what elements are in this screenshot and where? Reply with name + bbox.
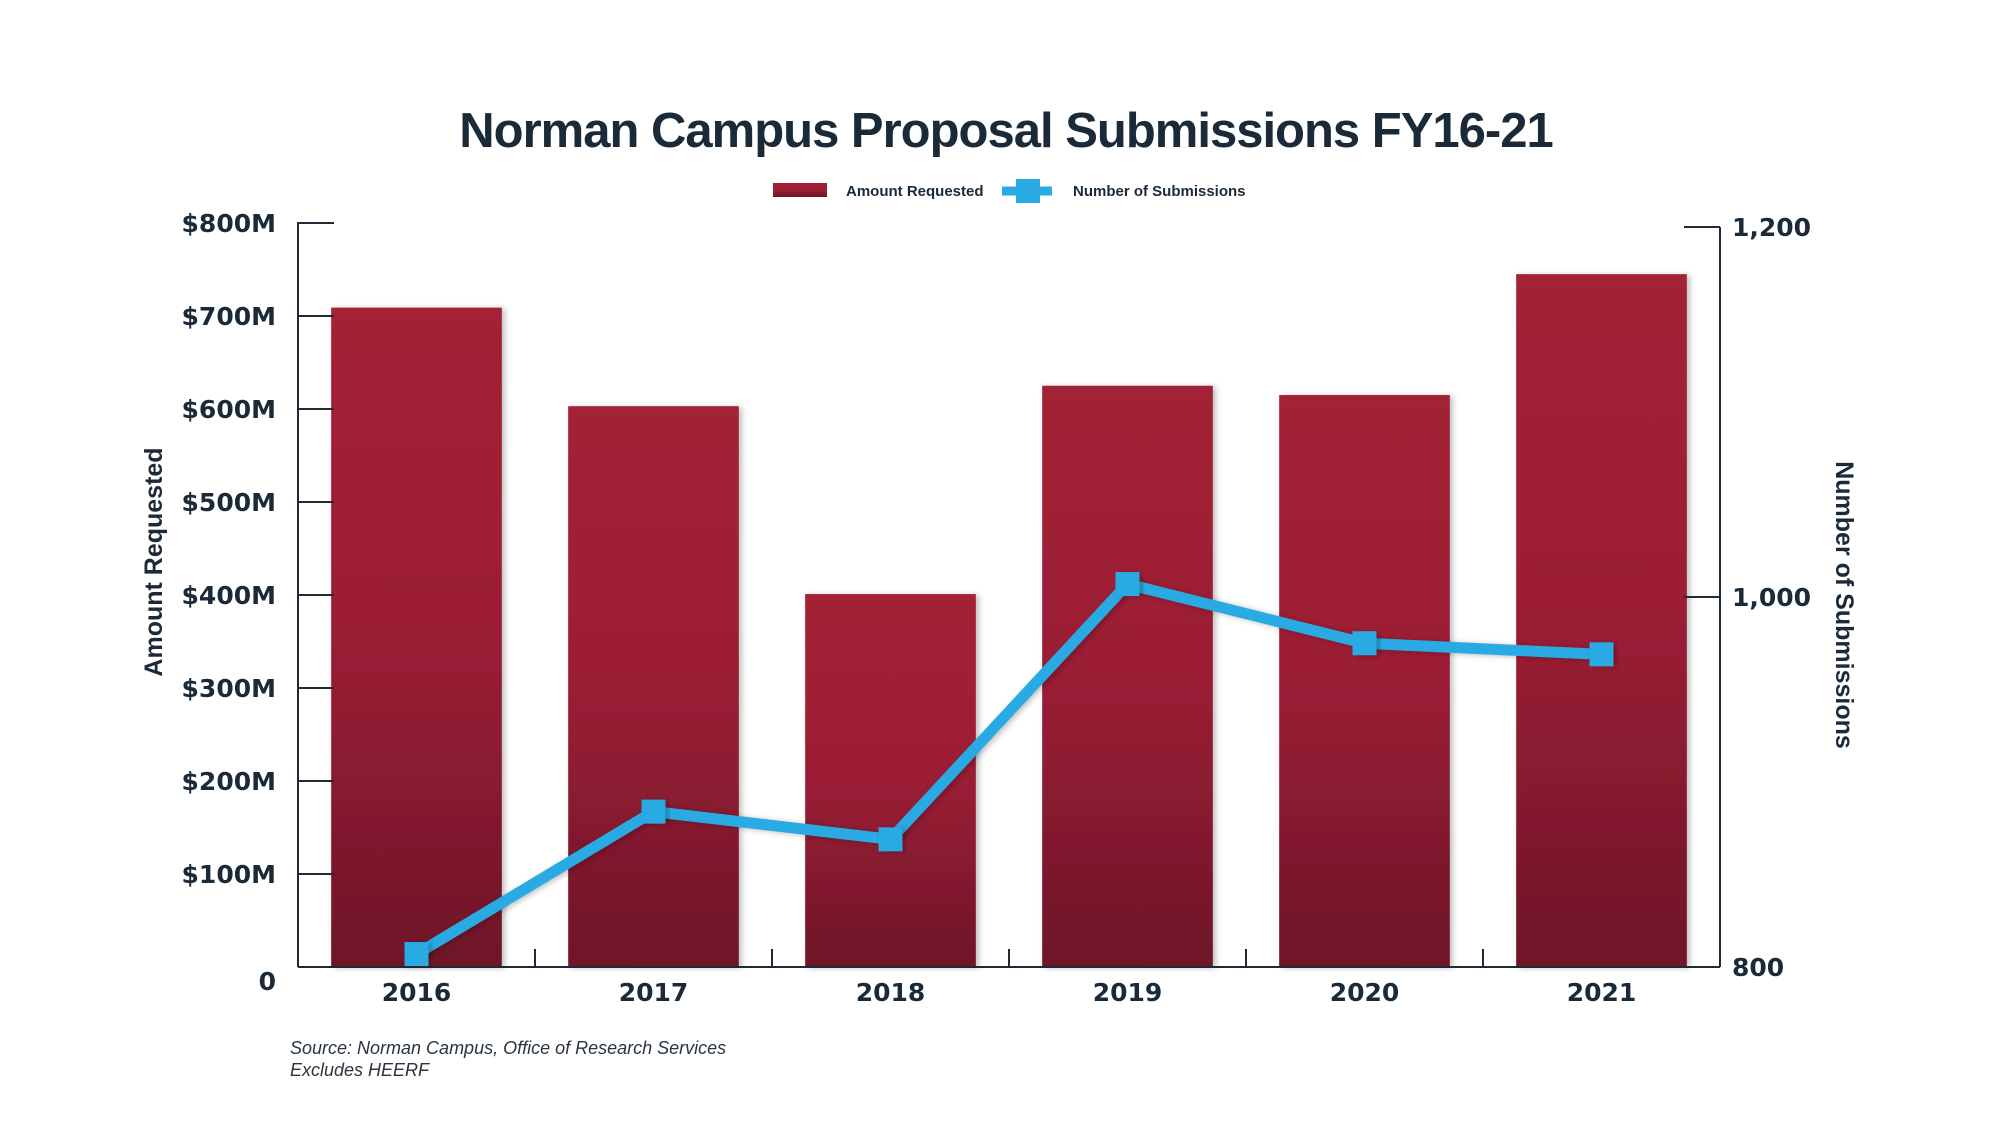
legend-label-submissions: Number of Submissions — [1073, 183, 1246, 200]
left-axis-tick-label: 0 — [259, 967, 276, 996]
right-axis-title: Number of Submissions — [1830, 461, 1858, 749]
submissions-marker-2019 — [1115, 572, 1140, 597]
bar-2017 — [568, 406, 739, 968]
x-axis-tick-label: 2021 — [1567, 978, 1637, 1007]
bar-2020 — [1279, 395, 1450, 967]
legend-swatch-amount — [773, 183, 827, 197]
submissions-marker-2018 — [878, 827, 903, 852]
right-axis-tick-label: 1,000 — [1732, 583, 1811, 612]
left-axis-tick-label: $700M — [182, 302, 276, 331]
left-axis-tick-label: $800M — [182, 209, 276, 238]
x-axis-tick-label: 2018 — [856, 978, 926, 1007]
left-axis-tick-label: $100M — [182, 860, 276, 889]
left-axis-tick-label: $500M — [182, 488, 276, 517]
bar-2021 — [1516, 274, 1687, 967]
right-axis-tick-labels: 800 1,000 1,200 — [1732, 213, 1811, 982]
right-axis-tick-label: 1,200 — [1732, 213, 1811, 242]
submissions-marker-2016 — [404, 942, 429, 967]
legend: Amount Requested Number of Submissions — [773, 179, 1246, 203]
submissions-marker-2017 — [641, 799, 666, 824]
legend-label-amount: Amount Requested — [846, 183, 984, 200]
legend-swatch-submissions-marker — [1016, 179, 1040, 203]
x-axis-tick-label: 2019 — [1093, 978, 1163, 1007]
x-axis-tick-label: 2017 — [619, 978, 689, 1007]
submissions-marker-2020 — [1352, 631, 1377, 656]
axes — [297, 222, 1721, 968]
left-axis-tick-label: $200M — [182, 767, 276, 796]
left-axis-title: Amount Requested — [140, 447, 168, 676]
bar-2019 — [1042, 385, 1213, 967]
line-series-submissions — [404, 572, 1614, 967]
x-axis-tick-labels: 2016 2017 2018 2019 2020 2021 — [382, 978, 1637, 1007]
exclusion-note: Excludes HEERF — [290, 1060, 430, 1080]
submissions-marker-2021 — [1589, 642, 1614, 667]
x-axis-tick-label: 2016 — [382, 978, 452, 1007]
left-axis-tick-label: $600M — [182, 395, 276, 424]
left-axis-tick-labels: 0 $100M $200M $300M $400M $500M $600M $700M $800… — [182, 209, 276, 996]
submissions-line — [413, 577, 1602, 959]
x-axis-tick-label: 2020 — [1330, 978, 1400, 1007]
bar-series-amount — [331, 274, 1687, 968]
source-note: Source: Norman Campus, Office of Researc… — [290, 1038, 726, 1058]
left-axis-tick-label: $400M — [182, 581, 276, 610]
right-axis-tick-label: 800 — [1732, 953, 1784, 982]
chart-title: Norman Campus Proposal Submissions FY16-… — [459, 104, 1552, 158]
bar-2016 — [331, 307, 502, 967]
left-axis-tick-label: $300M — [182, 674, 276, 703]
